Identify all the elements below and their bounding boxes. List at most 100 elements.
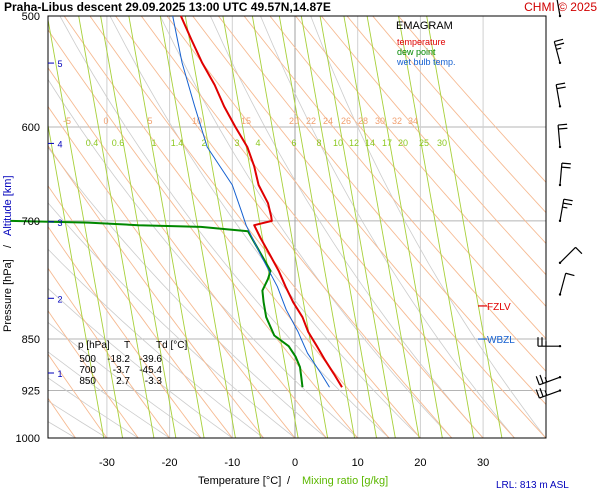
mixing-ratio-label: 30 [437, 138, 447, 148]
wind-barb [558, 246, 583, 265]
dry-adiabat-line [48, 225, 202, 438]
wind-barb-flag [556, 82, 566, 86]
temperature-tick-label: -30 [99, 457, 115, 469]
mixing-ratio-label: 3 [234, 138, 239, 148]
table-header: p [hPa] [78, 340, 110, 351]
wind-barb-base [558, 183, 562, 187]
altitude-tick-label: 2 [57, 294, 62, 304]
temperature-line [179, 15, 343, 388]
wind-barb-flag [539, 388, 544, 397]
dry-adiabat-line [48, 185, 233, 438]
dew-point-line [10, 219, 304, 388]
background-line-labels: -5 0 5 10 15 20 22 24 26 28 30 32 340.4 0.6 1 1.4 2 3 4 6 8 1… [63, 116, 447, 148]
wet-bulb-line [172, 15, 330, 388]
moist-adiabat-line [48, 377, 139, 438]
mixing-ratio-line [48, 17, 124, 438]
wind-barb-flag [561, 162, 571, 165]
level-label: WBZL [487, 335, 515, 346]
moist-adiabat-line [48, 78, 358, 438]
level-label: FZLV [487, 302, 511, 313]
wind-barb-base [558, 61, 562, 65]
wind-barb-base [558, 105, 562, 108]
wind-barb-base [558, 14, 562, 18]
level-table: p [hPa] T Td [°C] 500 -18.2 -39.6 700 -3.7 -45.4… [78, 340, 187, 387]
wind-barb [558, 198, 573, 223]
moist-adiabat-line [260, 16, 515, 438]
mixing-ratio-label: 20 [398, 138, 408, 148]
moist-adiabat-line [48, 321, 202, 438]
mixing-ratio-line [278, 16, 356, 438]
wind-barb [535, 388, 562, 399]
dry-adiabat-label: 24 [323, 116, 333, 126]
pressure-tick-label: 925 [22, 386, 40, 398]
lrl-note: LRL: 813 m ASL [496, 480, 569, 491]
dry-adiabat-label: 5 [147, 116, 152, 126]
x-axis-label: Temperature [°C] [198, 475, 281, 487]
dry-adiabat-line [295, 16, 546, 308]
wind-barb-flag [575, 246, 583, 255]
dry-adiabats [48, 16, 546, 438]
moist-adiabat-line [210, 16, 484, 438]
level-markers: FZLV WBZL [478, 302, 515, 346]
dry-adiabat-label: 30 [375, 116, 385, 126]
mixing-ratio-label: 4 [255, 138, 260, 148]
mixing-ratio-label: 8 [316, 138, 321, 148]
mixing-ratio-line [251, 16, 329, 438]
moist-adiabat-line [310, 16, 546, 438]
mixing-ratio-label: 10 [333, 138, 343, 148]
mixing-ratio-label: 14 [365, 138, 375, 148]
mixing-ratio-label: 2 [201, 138, 206, 148]
dry-adiabat-label: 15 [241, 116, 251, 126]
wind-barb-base [558, 389, 562, 392]
dry-adiabat-label: 26 [341, 116, 351, 126]
wind-barb-flag [561, 166, 571, 169]
table-cell: 850 [79, 376, 96, 387]
wind-barb-half-flag [556, 47, 562, 50]
mixing-ratio-line [48, 122, 105, 438]
table-header: T [124, 340, 130, 351]
wind-barb-flag [539, 374, 544, 384]
wind-barb-flag [555, 42, 565, 47]
moist-adiabat-line [59, 16, 390, 438]
mixing-ratio-line [319, 16, 396, 438]
wind-barb-shaft [539, 389, 561, 399]
pressure-tick-label: 600 [22, 122, 40, 134]
table-cell: 500 [79, 354, 96, 365]
altitude-tick-label: 5 [57, 59, 62, 69]
dry-adiabat-label: 10 [192, 116, 202, 126]
mixing-ratio-lines [48, 16, 503, 438]
legend-temperature: temperature [397, 37, 446, 47]
legend-dew-point: dew point [397, 47, 436, 57]
y-axis-label-altitude: Altitude [km] [2, 175, 14, 236]
temperature-tick-label: 30 [477, 457, 489, 469]
wind-barb-flag [558, 123, 568, 126]
sounding-series [10, 15, 343, 388]
wind-barb-flag [565, 272, 575, 277]
mixing-ratio-label: 0.4 [86, 138, 99, 148]
moist-adiabat-line [48, 248, 264, 438]
wind-barb [553, 38, 565, 65]
wind-barb-flag [558, 127, 568, 130]
table-cell: -39.6 [139, 354, 162, 365]
dry-adiabat-line [48, 353, 108, 438]
dry-adiabat-label: 32 [392, 116, 402, 126]
x-axis-sep: / [287, 475, 291, 487]
dry-adiabat-line [48, 145, 264, 438]
mixing-ratio-line [398, 16, 475, 438]
mixing-ratio-line [222, 16, 299, 438]
dry-adiabat-line [192, 16, 546, 438]
wind-barb-flag [535, 389, 540, 399]
wind-barb-base [558, 261, 562, 265]
temperature-tick-label: -10 [224, 457, 240, 469]
mixing-ratio-label: 6 [291, 138, 296, 148]
temperature-tick-label: 0 [292, 457, 298, 469]
dry-adiabat-line [48, 29, 359, 438]
dry-adiabat-line [63, 16, 390, 438]
dry-adiabat-label: 20 [289, 116, 299, 126]
table-cell: 700 [79, 365, 96, 376]
mixing-ratio-line [128, 16, 205, 438]
dry-adiabat-line [320, 16, 546, 276]
moist-adiabat-line [159, 16, 453, 438]
wind-barb [555, 82, 566, 108]
wind-barb [558, 272, 575, 296]
